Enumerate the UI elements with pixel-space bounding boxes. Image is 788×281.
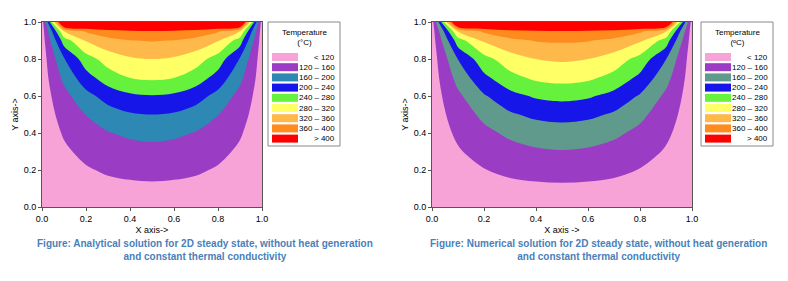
svg-text:160 – 200: 160 – 200 [299,73,335,82]
svg-text:0.0: 0.0 [414,202,427,212]
svg-text:Temperature(°C): Temperature(°C) [282,28,327,47]
svg-text:120 – 160: 120 – 160 [732,63,768,72]
svg-text:160 – 200: 160 – 200 [732,73,768,82]
svg-text:Figure: Numerical solution for: Figure: Numerical solution for 2D steady… [430,238,767,262]
svg-text:200 – 240: 200 – 240 [732,83,768,92]
svg-text:0.2: 0.2 [478,214,491,224]
svg-text:1.0: 1.0 [24,17,37,27]
svg-text:0.4: 0.4 [124,214,137,224]
svg-text:0.2: 0.2 [24,165,37,175]
svg-text:0.4: 0.4 [414,128,427,138]
svg-text:0.8: 0.8 [634,214,647,224]
svg-text:1.0: 1.0 [414,17,427,27]
svg-text:0.6: 0.6 [24,91,37,101]
svg-text:360 – 400: 360 – 400 [299,124,335,133]
svg-text:0.2: 0.2 [80,214,93,224]
svg-text:320 – 360: 320 – 360 [299,114,335,123]
svg-text:320 – 360: 320 – 360 [732,114,768,123]
svg-text:0.8: 0.8 [414,54,427,64]
svg-text:0.4: 0.4 [24,128,37,138]
svg-text:Y axis->: Y axis-> [10,98,20,131]
svg-text:240 – 280: 240 – 280 [732,93,768,102]
svg-text:Y axis->: Y axis-> [400,98,410,131]
svg-text:280 – 320: 280 – 320 [299,104,335,113]
svg-text:Figure: Analytical solution fo: Figure: Analytical solution for 2D stead… [37,238,373,262]
svg-text:Temperature(ᵒC): Temperature(ᵒC) [715,28,760,47]
svg-text:0.0: 0.0 [36,214,49,224]
svg-text:1.0: 1.0 [256,214,269,224]
svg-text:0.6: 0.6 [168,214,181,224]
svg-text:< 120: < 120 [314,53,335,62]
svg-text:1.0: 1.0 [686,214,699,224]
svg-text:> 400: > 400 [314,134,335,143]
svg-text:120 – 160: 120 – 160 [299,63,335,72]
svg-text:X axis->: X axis-> [136,225,169,235]
svg-text:0.6: 0.6 [582,214,595,224]
svg-text:0.0: 0.0 [24,202,37,212]
svg-text:0.0: 0.0 [426,214,439,224]
svg-text:X axis ->: X axis -> [544,225,579,235]
svg-text:280 – 320: 280 – 320 [732,104,768,113]
svg-text:< 120: < 120 [747,53,768,62]
svg-text:360 – 400: 360 – 400 [732,124,768,133]
svg-text:0.6: 0.6 [414,91,427,101]
svg-text:> 400: > 400 [747,134,768,143]
svg-text:0.2: 0.2 [414,165,427,175]
svg-text:200 – 240: 200 – 240 [299,83,335,92]
svg-text:240 – 280: 240 – 280 [299,93,335,102]
svg-text:0.8: 0.8 [212,214,225,224]
svg-text:0.4: 0.4 [530,214,543,224]
svg-text:0.8: 0.8 [24,54,37,64]
